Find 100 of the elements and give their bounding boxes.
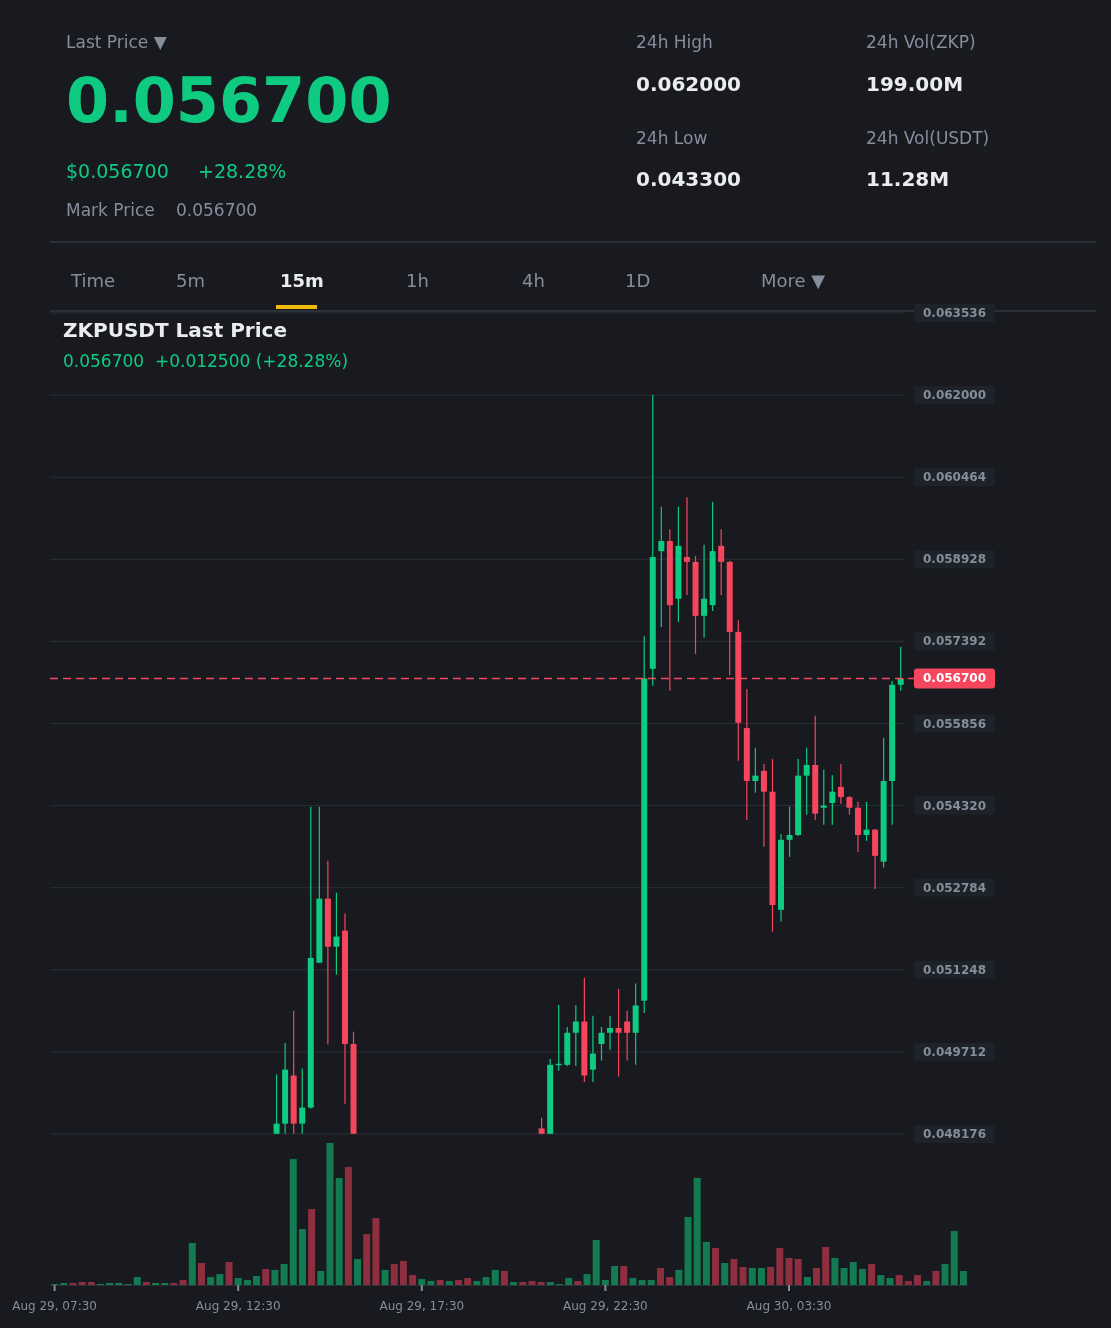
bar: [565, 1278, 573, 1285]
bar: [537, 1282, 545, 1285]
text: 1D: [625, 270, 651, 291]
candlestick: [333, 892, 340, 976]
bar: [298, 1229, 306, 1285]
candlestick: [658, 506, 665, 628]
text: 0.062000: [636, 72, 742, 96]
bar: [849, 1262, 857, 1285]
bar: [721, 1262, 729, 1285]
bar: [326, 1143, 334, 1285]
bar: [840, 1267, 848, 1285]
text: Last Price ▼: [66, 32, 168, 52]
candlestick: [803, 747, 810, 816]
bar: [592, 1239, 600, 1285]
bar: [611, 1265, 619, 1285]
text: 24h Vol(USDT): [866, 128, 990, 148]
bar: [794, 1259, 802, 1285]
x-tick-label: Aug 30, 03:30: [746, 1299, 832, 1313]
bar: [280, 1263, 288, 1285]
candlestick: [299, 1067, 306, 1135]
candlestick: [786, 806, 793, 858]
bar: [941, 1263, 949, 1285]
bar: [638, 1280, 646, 1285]
y-tick-label: 0.054320: [922, 798, 987, 813]
bar: [712, 1247, 720, 1285]
bar: [271, 1269, 279, 1285]
text: $0.056700: [66, 160, 169, 182]
bar: [647, 1280, 655, 1285]
bar: [629, 1278, 637, 1285]
bar: [317, 1270, 325, 1285]
bar: [904, 1281, 912, 1285]
text: 24h Low: [636, 128, 708, 148]
bar: [225, 1262, 233, 1285]
bar: [262, 1268, 270, 1285]
bar: [877, 1275, 885, 1285]
bar: [188, 1242, 196, 1285]
candlestick: [273, 1073, 280, 1135]
bar: [253, 1276, 261, 1285]
text: Mark Price: [66, 200, 155, 220]
text: 24h Vol(ZKP): [866, 32, 976, 52]
bar: [914, 1275, 922, 1285]
candlestick: [752, 747, 759, 794]
text: 11.28M: [866, 167, 950, 191]
bar: [950, 1231, 958, 1285]
bar: [390, 1263, 398, 1285]
bar: [243, 1280, 251, 1285]
bar: [776, 1247, 784, 1285]
y-tick-label: 0.058928: [922, 552, 987, 567]
text: 0.056700: [176, 200, 258, 220]
bar: [133, 1277, 141, 1285]
bar: [803, 1277, 811, 1285]
y-tick-label: 0.052784: [922, 880, 987, 895]
text: +28.28%: [198, 160, 287, 182]
bar: [381, 1269, 389, 1285]
ref-line-label: 0.056700: [922, 671, 987, 686]
bar: [574, 1281, 582, 1285]
text: 0.043300: [636, 167, 742, 191]
bar: [923, 1281, 931, 1285]
bar: [813, 1267, 821, 1285]
bar: [500, 1270, 508, 1285]
candlestick: [624, 1010, 631, 1062]
bar: [399, 1261, 407, 1285]
bar: [730, 1259, 738, 1285]
bar: [436, 1280, 444, 1285]
bar: [757, 1267, 765, 1285]
text: Time: [70, 270, 116, 291]
candlestick: [820, 769, 827, 826]
bar: [482, 1277, 490, 1285]
chart-title: ZKPUSDT Last Price: [63, 318, 287, 342]
x-tick-label: Aug 29, 22:30: [563, 1299, 648, 1313]
bar: [289, 1159, 297, 1285]
bar: [510, 1282, 518, 1285]
bar: [702, 1241, 710, 1285]
bar: [455, 1280, 463, 1285]
bar: [142, 1282, 150, 1285]
bar: [87, 1282, 95, 1285]
candlestick: [701, 544, 708, 639]
bar: [666, 1277, 674, 1285]
y-tick-label: 0.048176: [922, 1127, 987, 1141]
bar: [767, 1266, 775, 1285]
x-tick-label: Aug 29, 07:30: [12, 1299, 97, 1313]
bar: [363, 1234, 371, 1285]
bar: [684, 1216, 692, 1285]
bar: [693, 1177, 701, 1285]
bar: [207, 1277, 215, 1285]
candlestick: [607, 1015, 614, 1051]
bar: [546, 1282, 554, 1285]
bar: [785, 1258, 793, 1285]
bar: [620, 1265, 628, 1285]
bar: [868, 1263, 876, 1285]
bar: [858, 1268, 866, 1285]
text: 199.00M: [866, 72, 964, 96]
bar: [886, 1278, 894, 1285]
y-tick-label: 0.062000: [922, 388, 987, 403]
text: 0.056700: [66, 64, 392, 137]
bar: [528, 1281, 536, 1285]
candlestick: [897, 646, 904, 692]
bar: [739, 1266, 747, 1285]
candlestick: [572, 1004, 579, 1067]
candlestick: [598, 1026, 605, 1062]
